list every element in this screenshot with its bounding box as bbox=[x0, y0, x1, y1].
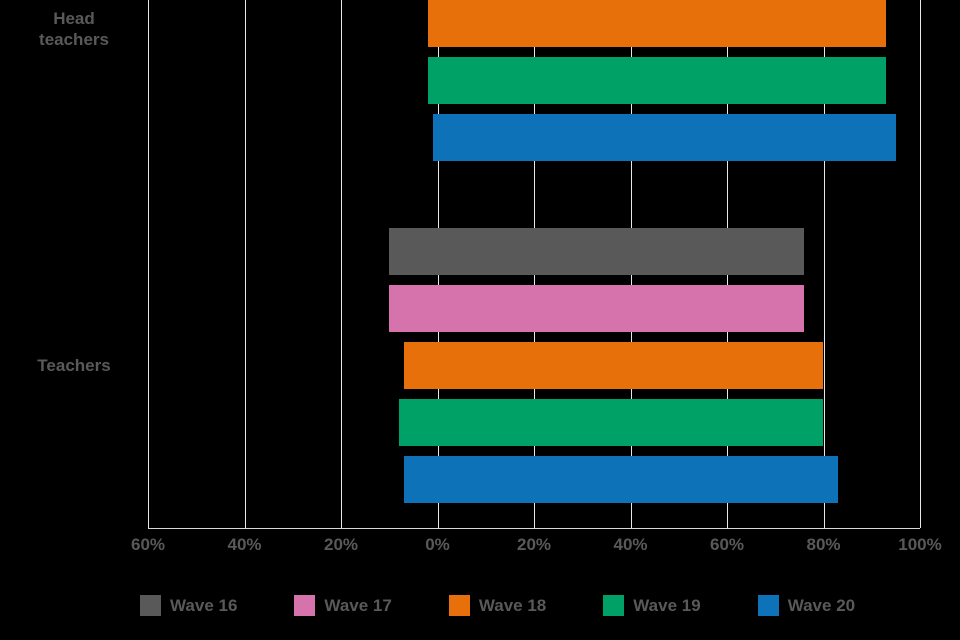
legend-swatch-wave-19 bbox=[603, 595, 625, 616]
gridline-40% bbox=[244, 0, 246, 528]
x-tick-100%: 100% bbox=[898, 535, 942, 554]
gridline-100% bbox=[920, 0, 921, 528]
plot-area bbox=[148, 0, 921, 529]
bar-wave-18-head-teachers bbox=[427, 0, 887, 47]
x-tick-80%: 80% bbox=[806, 535, 841, 554]
legend-item-wave-19: Wave 19 bbox=[603, 595, 701, 616]
bar-wave-20-teachers bbox=[403, 456, 838, 503]
gridline-20% bbox=[341, 0, 342, 528]
legend-item-wave-18: Wave 18 bbox=[448, 595, 547, 616]
legend: Wave 16 Wave 17 Wave 18 Wave 19 Wave 20 bbox=[140, 595, 920, 616]
legend-swatch-wave-20 bbox=[757, 595, 779, 616]
bar-wave-18-teachers bbox=[403, 342, 824, 389]
bar-wave-19-teachers bbox=[398, 399, 824, 446]
gridline-60% bbox=[148, 0, 149, 528]
legend-label-wave-19: Wave 19 bbox=[633, 595, 701, 615]
x-tick-neg-60%: 60% bbox=[130, 535, 166, 554]
legend-label-wave-17: Wave 17 bbox=[324, 595, 392, 615]
x-tick-20%: 20% bbox=[516, 535, 552, 554]
bar-wave-20-head-teachers bbox=[432, 114, 896, 161]
bar-wave-19-head-teachers bbox=[427, 57, 887, 104]
category-label-head-teachers: Head teachers bbox=[39, 9, 109, 50]
legend-item-wave-16: Wave 16 bbox=[140, 595, 237, 616]
legend-item-wave-17: Wave 17 bbox=[294, 595, 392, 616]
legend-swatch-wave-17 bbox=[294, 595, 316, 616]
legend-label-wave-20: Wave 20 bbox=[787, 595, 856, 615]
x-tick-neg-20%: 20% bbox=[323, 535, 359, 554]
bar-wave-17-teachers bbox=[389, 285, 805, 332]
x-tick-40%: 40% bbox=[613, 535, 648, 554]
legend-item-wave-20: Wave 20 bbox=[757, 595, 856, 616]
bar-wave-16-teachers bbox=[389, 228, 805, 275]
x-tick-0%: 0% bbox=[425, 535, 450, 554]
x-tick-neg-40%: 40% bbox=[227, 535, 262, 554]
category-label-teachers: Teachers bbox=[37, 356, 111, 375]
legend-swatch-wave-18 bbox=[448, 595, 470, 616]
legend-swatch-wave-16 bbox=[140, 595, 161, 616]
legend-label-wave-18: Wave 18 bbox=[478, 595, 547, 615]
legend-label-wave-16: Wave 16 bbox=[170, 595, 238, 615]
x-tick-60%: 60% bbox=[709, 535, 745, 554]
gridline-80% bbox=[823, 0, 825, 528]
